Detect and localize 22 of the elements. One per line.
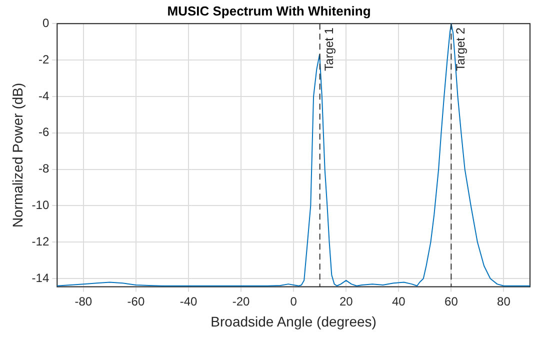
x-tick-label: 40 bbox=[392, 294, 406, 308]
y-tick-label: -4 bbox=[38, 88, 50, 103]
y-tick-label: -12 bbox=[32, 234, 50, 248]
ref-line-label: Target 2 bbox=[454, 27, 468, 71]
ref-line-label: Target 1 bbox=[322, 27, 336, 71]
x-tick-label: -80 bbox=[74, 294, 92, 308]
x-tick-label: 60 bbox=[444, 294, 458, 308]
x-tick-label: -40 bbox=[180, 294, 198, 308]
x-tick-label: 0 bbox=[290, 294, 298, 308]
y-axis-title: Normalized Power (dB) bbox=[9, 82, 26, 228]
y-tick-label: 0 bbox=[42, 16, 50, 30]
x-tick-label: 20 bbox=[339, 294, 354, 308]
y-tick-label: -8 bbox=[38, 162, 50, 176]
x-axis-title: Broadside Angle (degrees) bbox=[210, 313, 376, 330]
y-tick-label: -14 bbox=[32, 270, 50, 285]
x-tick-label: -20 bbox=[232, 294, 250, 308]
y-tick-label: -6 bbox=[38, 125, 50, 140]
x-tick-label: -60 bbox=[127, 294, 145, 308]
chart-title: MUSIC Spectrum With Whitening bbox=[167, 3, 371, 18]
y-tick-label: -10 bbox=[32, 198, 50, 212]
y-tick-label: -2 bbox=[38, 52, 50, 66]
x-tick-label: 80 bbox=[497, 294, 511, 308]
